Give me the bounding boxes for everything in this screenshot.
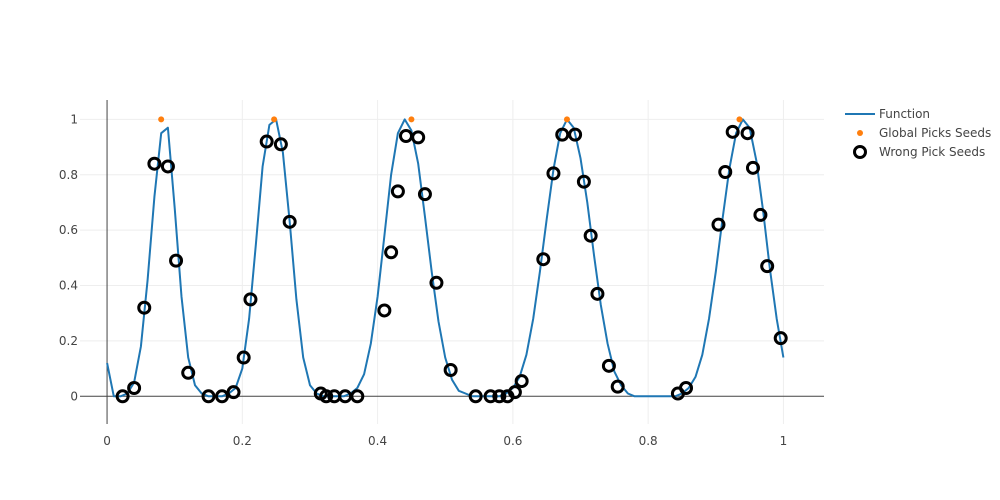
wrong-pick-point <box>319 389 334 404</box>
wrong-pick-point <box>760 259 775 274</box>
legend-swatch-marker <box>857 130 863 136</box>
legend-item[interactable]: Function <box>845 107 930 121</box>
wrong-pick-point <box>384 245 399 260</box>
wrong-pick-point <box>443 363 458 377</box>
x-tick-label: 1 <box>780 434 788 448</box>
wrong-pick-point <box>259 134 274 149</box>
wrong-pick-point <box>273 137 288 152</box>
wrong-pick-point <box>483 389 498 404</box>
wrong-pick-point <box>350 389 365 404</box>
legend-item[interactable]: Wrong Pick Seeds <box>853 145 986 159</box>
legend[interactable]: Function Global Picks Seeds Wrong Pick See… <box>845 107 991 159</box>
global-pick-point <box>736 116 743 123</box>
wrong-pick-point <box>507 385 522 400</box>
wrong-pick-point <box>201 389 216 404</box>
x-tick-label: 0.2 <box>233 434 252 448</box>
y-tick-label: 1 <box>70 112 78 126</box>
wrong-pick-point <box>536 252 551 267</box>
wrong-pick-point <box>546 166 561 181</box>
y-tick-label: 0.2 <box>59 334 78 348</box>
legend-swatch-open-marker <box>853 145 867 159</box>
global-pick-point <box>563 116 570 123</box>
wrong-pick-point <box>492 389 507 404</box>
wrong-pick-point <box>429 275 444 290</box>
wrong-pick-point <box>137 300 152 315</box>
x-tick-label: 0.4 <box>368 434 387 448</box>
legend-label: Global Picks Seeds <box>879 126 991 140</box>
wrong-pick-point <box>417 187 432 202</box>
wrong-pick-point <box>181 365 196 380</box>
wrong-pick-point <box>390 184 405 199</box>
wrong-pick-point <box>115 389 130 404</box>
wrong-pick-point <box>169 253 184 268</box>
wrong-pick-point <box>718 165 733 179</box>
y-tick-label: 0.4 <box>59 279 78 293</box>
legend-item[interactable]: Global Picks Seeds <box>857 126 991 140</box>
wrong-pick-point <box>725 124 740 139</box>
wrong-pick-point <box>568 127 583 142</box>
x-tick-label: 0.8 <box>639 434 658 448</box>
plot-area <box>106 116 788 404</box>
wrong-pick-point <box>610 379 625 394</box>
wrong-pick-point <box>147 156 162 171</box>
wrong-pick-point <box>127 381 142 395</box>
x-tick-label: 0.6 <box>503 434 522 448</box>
wrong-pick-point <box>711 217 726 232</box>
y-tick-label: 0 <box>70 389 78 403</box>
global-pick-point <box>271 116 278 123</box>
wrong-pick-point <box>590 286 605 301</box>
wrong-pick-point <box>514 374 529 389</box>
wrong-pick-point <box>740 126 755 141</box>
function-line <box>106 118 785 398</box>
wrong-pick-point <box>377 303 392 318</box>
global-pick-point <box>158 116 165 123</box>
wrong-pick-point <box>282 214 297 229</box>
wrong-pick-point <box>160 159 175 174</box>
wrong-pick-point <box>773 331 788 346</box>
series-function <box>106 118 785 398</box>
y-tick-label: 0.8 <box>59 168 78 182</box>
series-global-picks-seeds <box>158 116 743 123</box>
global-pick-point <box>408 116 415 123</box>
wrong-pick-point <box>243 292 258 307</box>
wrong-pick-point <box>555 127 570 142</box>
wrong-pick-point <box>601 358 616 373</box>
wrong-pick-point <box>226 385 241 400</box>
wrong-pick-point <box>745 160 760 175</box>
wrong-pick-point <box>679 381 694 395</box>
wrong-pick-point <box>411 130 426 145</box>
wrong-pick-point <box>236 350 251 365</box>
tick-labels: 0 0.2 0.4 0.6 0.8 1 0 0.2 0.4 0.6 0.8 1 <box>59 112 787 447</box>
wrong-pick-point <box>468 389 483 404</box>
wrong-pick-point <box>583 228 598 243</box>
wrong-pick-point <box>576 174 591 189</box>
y-tick-label: 0.6 <box>59 223 78 237</box>
grid <box>80 100 824 424</box>
legend-label: Wrong Pick Seeds <box>879 145 985 159</box>
x-tick-label: 0 <box>103 434 111 448</box>
wrong-pick-point <box>215 389 230 404</box>
wrong-pick-point <box>753 207 768 222</box>
legend-label: Function <box>879 107 930 121</box>
series-wrong-pick-seeds <box>115 124 788 404</box>
